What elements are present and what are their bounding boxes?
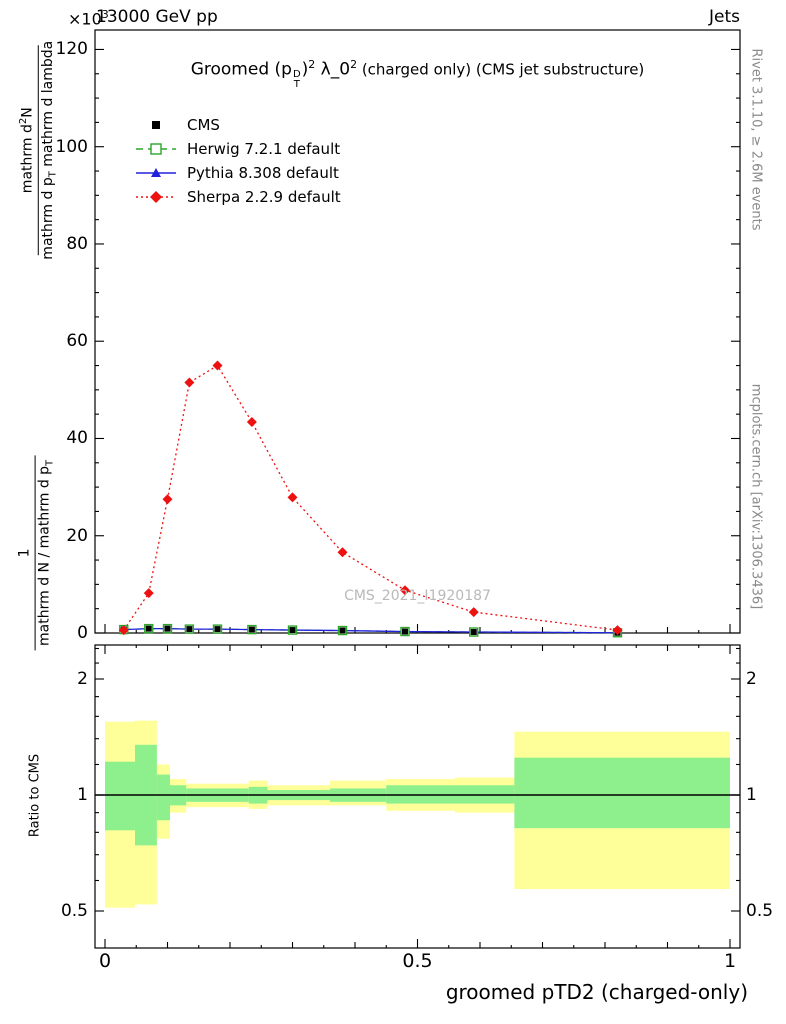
main-y-tick-label: 100	[55, 136, 88, 157]
ratio-y-tick-label-left: 1	[77, 785, 88, 805]
exponent-power: 3	[101, 8, 109, 21]
y-axis-scale-exponent: ×103	[68, 8, 109, 28]
ratio-y-tick-label-right: 2	[746, 669, 757, 689]
ratio-band-inner	[514, 757, 730, 829]
label-sub: T	[47, 171, 59, 178]
title-text: Groomed	[190, 59, 270, 80]
marker-cms	[339, 627, 346, 634]
legend-glyph-sherpa-2-2-9-default	[150, 191, 162, 203]
ratio-y-tick-label-left: 2	[77, 669, 88, 689]
ratio-band-inner	[156, 774, 170, 821]
legend-label: Herwig 7.2.1 default	[187, 140, 341, 158]
marker-sherpa-2-2-9-default	[287, 492, 298, 503]
marker-sherpa-2-2-9-default	[612, 625, 623, 636]
marker-sherpa-2-2-9-default	[468, 607, 479, 618]
header-analysis-type: Jets	[709, 7, 740, 27]
marker-cms	[248, 626, 255, 633]
main-y-tick-label: 0	[77, 623, 88, 643]
legend-label: Sherpa 2.2.9 default	[187, 188, 341, 206]
x-axis-title: groomed pTD2 (charged-only)	[445, 980, 748, 1004]
legend-item-cms: CMS	[134, 113, 341, 137]
marker-cms	[186, 626, 193, 633]
fraction-denominator: mathrm d N / mathrm d pT	[37, 460, 59, 646]
legend-marker-pythia-8-308-default	[136, 168, 176, 177]
title-text: (charged only) (CMS jet substructure)	[357, 60, 645, 79]
label-sup: 2	[17, 117, 29, 125]
marker-cms	[289, 627, 296, 634]
marker-sherpa-2-2-9-default	[143, 588, 154, 599]
marker-sherpa-2-2-9-default	[400, 585, 410, 596]
title-text: )	[301, 59, 309, 80]
title-sup-2: 2	[350, 58, 358, 71]
series-line-sherpa-2-2-9-default	[123, 364, 618, 631]
label-text: mathrm d N / mathrm d p	[36, 465, 53, 646]
legend-label: Pythia 8.308 default	[187, 164, 339, 182]
main-y-tick-label: 80	[66, 233, 88, 254]
legend-item-herwig-7-2-1-default: Herwig 7.2.1 default	[134, 137, 341, 161]
legend-marker-herwig-7-2-1-default	[136, 143, 176, 155]
mcplots-arxiv-note: mcplots.cern.ch [arXiv:1306.3436]	[748, 383, 764, 610]
marker-cms	[164, 625, 171, 632]
ratio-y-tick-label-right: 0.5	[746, 901, 774, 921]
marker-cms	[470, 629, 477, 636]
x-tick-label: 1	[723, 950, 737, 972]
label-text: mathrm d	[19, 124, 36, 194]
fraction-numerator: 1	[16, 548, 33, 558]
legend-item-sherpa-2-2-9-default: Sherpa 2.2.9 default	[134, 185, 341, 209]
marker-sherpa-2-2-9-default	[212, 360, 223, 371]
header-beam-energy: 13000 GeV pp	[96, 7, 218, 27]
x-tick-label: 0.5	[402, 950, 433, 972]
x-tick-label: 0	[98, 950, 112, 972]
label-text: N	[19, 107, 36, 118]
title-text: (p	[269, 59, 292, 80]
marker-sherpa-2-2-9-default	[184, 377, 195, 388]
series-line-pythia-8-308-default	[123, 627, 618, 634]
legend-marker-sherpa-2-2-9-default	[136, 191, 176, 203]
legend-glyph-herwig-7-2-1-default	[150, 143, 162, 155]
marker-cms	[402, 628, 408, 635]
marker-cms	[145, 625, 152, 632]
main-y-tick-label: 20	[66, 525, 88, 546]
exponent-base: ×10	[68, 9, 102, 29]
marker-sherpa-2-2-9-default	[246, 416, 257, 427]
title-sub-t: T	[293, 78, 300, 90]
title-sup-d: D	[292, 68, 301, 80]
ratio-y-tick-label-right: 1	[746, 785, 757, 805]
main-y-tick-label: 120	[55, 39, 88, 60]
legend: CMS Herwig 7.2.1 default Pythia 8.308 defa…	[134, 113, 341, 209]
legend-glyph-pythia-8-308-default	[151, 168, 161, 177]
main-y-tick-label: 40	[66, 428, 88, 449]
title-sup-2: 2	[308, 58, 316, 71]
fraction-bar	[34, 455, 36, 651]
main-y-tick-label: 60	[66, 331, 88, 352]
legend-marker-cms	[152, 121, 160, 129]
ratio-band-inner	[105, 761, 135, 831]
legend-label: CMS	[187, 116, 220, 134]
marker-cms	[214, 626, 221, 633]
watermark: CMS_2021_I1920187	[344, 588, 491, 604]
title-text: λ_0	[315, 59, 351, 80]
marker-sherpa-2-2-9-default	[162, 494, 173, 505]
marker-sherpa-2-2-9-default	[337, 547, 348, 558]
rivet-version-note: Rivet 3.1.10, ≥ 2.6M events	[748, 48, 764, 231]
ratio-y-tick-label-left: 0.5	[60, 901, 88, 921]
fraction-numerator: mathrm d2N	[15, 107, 37, 193]
label-sub: T	[44, 459, 56, 466]
plot-title: Groomed (p D T)2 λ_02 (charged only) (CMS …	[95, 58, 740, 90]
legend-glyph-cms	[152, 121, 160, 129]
marker-sherpa-2-2-9-default	[118, 625, 129, 636]
legend-item-pythia-8-308-default: Pythia 8.308 default	[134, 161, 341, 185]
